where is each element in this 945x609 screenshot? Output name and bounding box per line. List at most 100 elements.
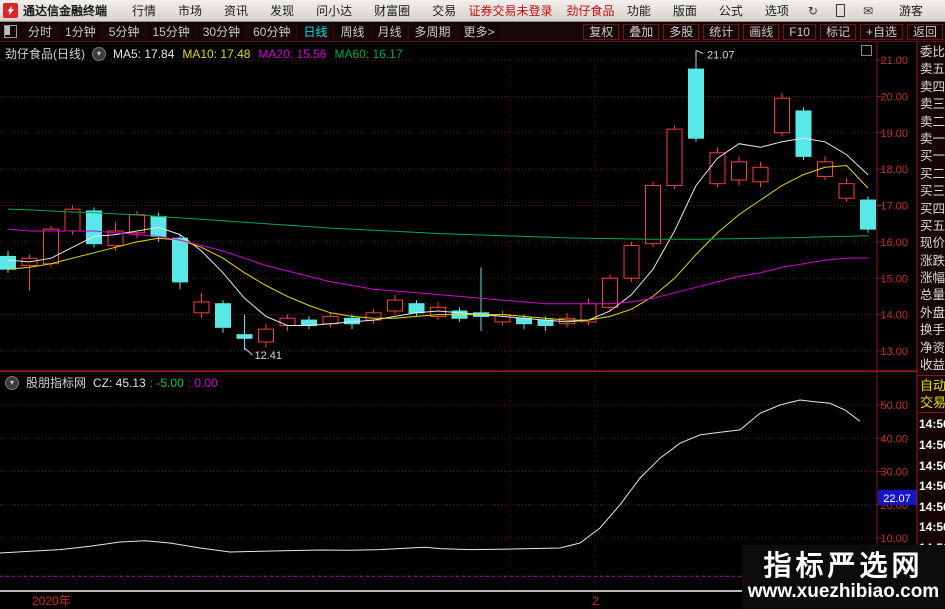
price-tick-label: 20.00	[880, 91, 908, 103]
menu-item[interactable]: 财富圈	[374, 4, 411, 18]
candle-body	[215, 303, 231, 328]
price-tick-label: 19.00	[880, 128, 908, 140]
candle-body	[0, 255, 16, 270]
refresh-icon[interactable]: ↻	[807, 3, 818, 18]
period-tab[interactable]: 1分钟	[59, 25, 103, 39]
quote-row[interactable]: 买三	[920, 184, 945, 199]
period-tab[interactable]: 15分钟	[146, 25, 197, 39]
period-tab[interactable]: 分时	[22, 25, 60, 39]
user-label[interactable]: 游客	[899, 4, 924, 18]
quote-row[interactable]: 买五	[920, 218, 945, 233]
quote-row[interactable]: 换手	[920, 323, 945, 338]
toolbar-button[interactable]: 标记	[819, 23, 856, 40]
menu-item[interactable]: 功能	[626, 4, 651, 18]
menu-item[interactable]: 资讯	[224, 4, 249, 18]
toolbar-button[interactable]: 多股	[663, 23, 700, 40]
quote-row[interactable]: 总量	[920, 288, 945, 303]
tick-time-row[interactable]: 14:56	[919, 458, 945, 473]
chevron-down-icon[interactable]: ▾	[92, 46, 106, 61]
menu-items: 行情 市场 资讯 发现 问小达 财富圈 交易	[121, 2, 467, 19]
period-tab[interactable]: 月线	[371, 25, 409, 39]
panel-toggle-icon[interactable]	[4, 25, 17, 38]
quote-row[interactable]: 现价	[920, 236, 945, 251]
candle-body	[709, 152, 726, 185]
chevron-down-icon[interactable]: ▾	[5, 375, 19, 390]
watermark-title: 指标严选网	[763, 550, 924, 581]
quote-row[interactable]: 卖三	[920, 97, 945, 112]
period-tab[interactable]: 日线	[297, 25, 335, 39]
quote-row[interactable]: 外盘	[920, 305, 945, 320]
quote-row[interactable]: 涨跌	[920, 253, 945, 268]
mail-icon[interactable]: ✉	[862, 3, 873, 18]
toolbar-button[interactable]: +自选	[859, 23, 903, 40]
toolbar-button[interactable]: F10	[783, 23, 816, 40]
quote-row[interactable]: 买二	[920, 166, 945, 181]
period-toolbar: 分时 1分钟 5分钟 15分钟 30分钟 60分钟 日线 周线 月线 多周期 更多> 复权 叠加 多股统…	[0, 22, 945, 42]
quote-row[interactable]: 涨幅	[920, 271, 945, 286]
menu-item[interactable]: 选项	[764, 4, 789, 18]
ma-line-MA10	[7, 164, 869, 321]
price-tick-label: 18.00	[880, 164, 908, 176]
stock-name-label[interactable]: 劲仔食品	[566, 4, 615, 18]
indicator-value-label: : -5.00	[149, 375, 184, 390]
toolbar-button[interactable]: 叠加	[623, 23, 660, 40]
menu-item[interactable]: 问小达	[316, 4, 353, 18]
indicator-marker	[878, 489, 917, 505]
main-chart-canvas[interactable]: 13.00 14.00 15.00 16.00 17.00 18.00 19.00 20.00…	[0, 42, 918, 609]
period-tab[interactable]: 周线	[334, 25, 372, 39]
quote-row[interactable]: 收益	[920, 358, 945, 373]
ma-value-label: MA60: 16.17	[334, 46, 403, 61]
tick-time-row[interactable]: 14:56	[919, 520, 945, 535]
main-chart-header: 劲仔食品(日线) ▾ MA5: 17.84 MA10: 17.48 MA20: 15…	[5, 45, 411, 62]
menu-item[interactable]: 公式	[718, 4, 743, 18]
quote-row[interactable]: 卖四	[920, 79, 945, 94]
menu-item[interactable]: 市场	[178, 4, 203, 18]
quote-row[interactable]: 净资	[920, 340, 945, 355]
period-tab[interactable]: 60分钟	[247, 25, 298, 39]
candles	[0, 57, 876, 350]
quote-row[interactable]: 卖一	[920, 131, 945, 146]
quote-row[interactable]: 卖五	[920, 62, 945, 77]
toolbar-button[interactable]: 返回	[906, 23, 943, 40]
toolbar-button[interactable]: 画线	[743, 23, 780, 40]
login-status[interactable]: 证券交易未登录	[468, 4, 553, 18]
menu-item[interactable]: 版面	[672, 4, 697, 18]
quote-row[interactable]: 卖二	[920, 114, 945, 129]
period-tab[interactable]: 多周期	[408, 25, 458, 39]
indicator-name: 股朋指标网	[26, 376, 87, 390]
period-tab[interactable]: 更多>	[457, 25, 502, 39]
tick-time-row[interactable]: 14:56	[919, 438, 945, 453]
quote-panel: 委比卖五卖四卖三卖二卖一买一买二买三买四买五现价涨跌涨幅总量外盘换手净资收益自动…	[918, 42, 945, 609]
tick-time-row[interactable]: 14:56	[919, 417, 945, 432]
toolbar-button[interactable]: 统计	[703, 23, 740, 40]
candle-body	[731, 161, 747, 181]
ma-line-MA60	[7, 208, 869, 240]
mobile-icon[interactable]	[835, 4, 845, 17]
menu-item[interactable]: 交易	[432, 4, 457, 18]
window-restore-icon[interactable]	[861, 45, 872, 56]
candle-body	[688, 68, 704, 139]
chart-title: 劲仔食品(日线)	[5, 47, 85, 61]
period-tab[interactable]: 5分钟	[102, 25, 147, 39]
tick-time-row[interactable]: 14:56	[919, 499, 945, 514]
toolbar-button[interactable]: 复权	[583, 23, 620, 40]
auto-trade-button[interactable]: 自动	[920, 378, 945, 394]
candle-body	[279, 317, 296, 327]
quote-row[interactable]: 买四	[920, 201, 945, 216]
candle-body	[322, 315, 339, 325]
indicator-tick-label: 30.00	[880, 467, 908, 479]
quote-row[interactable]: 委比	[920, 45, 945, 59]
price-tick-label: 16.00	[880, 237, 908, 249]
ma-value-label: MA5: 17.84	[113, 46, 175, 61]
auto-trade-button[interactable]: 交易	[920, 395, 945, 411]
period-tab[interactable]: 30分钟	[196, 25, 248, 39]
indicator-line	[0, 399, 861, 554]
menu-item[interactable]: 行情	[132, 4, 157, 18]
ma-line-MA20	[7, 228, 869, 305]
ma-value-label: MA20: 15.56	[258, 46, 327, 61]
quote-row[interactable]: 买一	[920, 149, 945, 164]
candle-body	[86, 210, 102, 245]
tick-time-row[interactable]: 14:56	[919, 479, 945, 494]
price-tick-label: 15.00	[880, 273, 908, 285]
menu-item[interactable]: 发现	[270, 4, 295, 18]
